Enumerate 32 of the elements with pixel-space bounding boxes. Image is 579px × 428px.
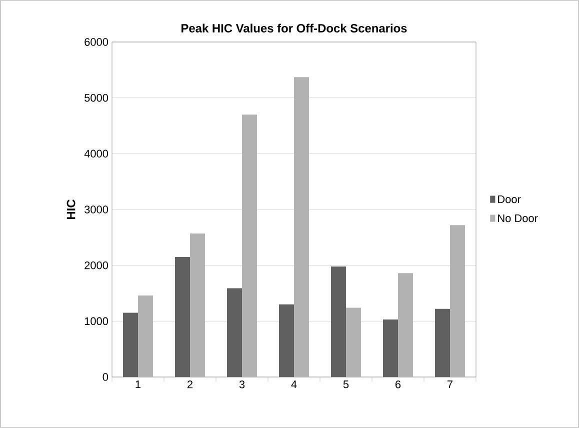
bar	[435, 308, 450, 377]
x-tick-label: 4	[291, 380, 297, 388]
bar	[331, 266, 346, 377]
bar	[398, 273, 413, 377]
x-tick-label: 7	[448, 380, 452, 388]
x-tick-label: 5	[343, 380, 349, 388]
bar	[383, 319, 398, 377]
bar	[190, 234, 205, 377]
bar	[346, 308, 361, 377]
y-tick-label: 4000	[84, 150, 108, 158]
bar	[227, 288, 242, 377]
bar	[138, 295, 153, 377]
y-axis-title: HIC	[66, 200, 76, 219]
bar	[450, 225, 465, 377]
y-tick-label: 5000	[84, 94, 108, 102]
y-tick-label: 6000	[84, 38, 108, 46]
bar	[242, 114, 257, 377]
x-tick-label: 6	[396, 380, 401, 388]
legend-label: No Door	[498, 214, 538, 222]
chart-title: Peak HIC Values for Off-Dock Scenarios	[182, 24, 407, 32]
bar	[294, 77, 309, 377]
bar	[123, 312, 138, 377]
x-tick-label: 3	[239, 380, 245, 388]
y-tick-label: 0	[102, 373, 108, 381]
x-tick-label: 2	[188, 380, 192, 388]
y-tick-label: 1000	[84, 317, 108, 326]
x-tick-label: 1	[136, 380, 141, 388]
bar	[175, 256, 190, 377]
y-tick-label: 3000	[84, 206, 108, 214]
bar	[279, 304, 294, 377]
y-tick-label: 2000	[84, 261, 108, 270]
legend-label: Door	[498, 195, 521, 204]
